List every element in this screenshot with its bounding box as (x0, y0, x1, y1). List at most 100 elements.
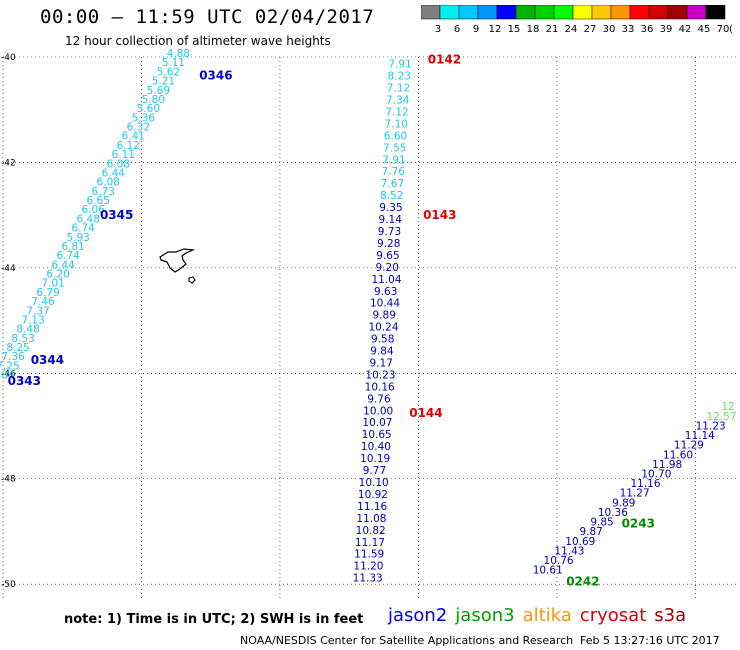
y-tick-label: -42 (1, 158, 16, 168)
swh-value: 11.43 (554, 545, 584, 557)
swh-value: 5.80 (142, 94, 165, 106)
swh-value: 7.76 (382, 166, 406, 178)
swh-value: 6.74 (71, 223, 95, 235)
swh-value: 11.17 (355, 537, 385, 549)
colorbar-label: 27 (584, 24, 597, 35)
swh-value: 9.65 (376, 250, 399, 262)
swh-value: 9.63 (374, 286, 397, 298)
swh-value: 10.65 (362, 429, 392, 441)
swh-value: 9.28 (377, 238, 400, 250)
swh-value: 8.23 (388, 71, 411, 83)
time-label: 0243 (622, 517, 655, 531)
swh-value: 7.13 (21, 314, 44, 326)
swh-value: 8.52 (380, 190, 403, 202)
legend-altika: altika (522, 605, 572, 626)
swh-value: 9.76 (367, 393, 391, 405)
swh-value: 10.07 (362, 417, 392, 429)
colorbar-label: 30 (603, 24, 616, 35)
swh-value: 7.10 (385, 118, 408, 130)
swh-value: 9.77 (363, 465, 386, 477)
footer-note: note: 1) Time is in UTC; 2) SWH is in fe… (64, 612, 364, 627)
swh-value: 8.48 (16, 324, 39, 336)
swh-value: 9.73 (378, 226, 401, 238)
swh-value: 10.19 (360, 453, 390, 465)
issued-time: Feb 5 13:27:16 UTC 2017 (580, 634, 720, 647)
altimeter-tracks: 4.885.115.625.215.695.805.605.366.326.41… (0, 48, 737, 589)
swh-value: 10.40 (361, 441, 391, 453)
swh-value: 11.04 (371, 274, 401, 286)
swh-value: 10.92 (358, 489, 388, 501)
colorbar-unit: (ft) (729, 24, 733, 35)
swh-value: 6.48 (77, 213, 100, 225)
swh-value: 5.60 (137, 103, 160, 115)
swh-value: 6.41 (122, 131, 145, 143)
swh-value: 9.17 (370, 357, 393, 369)
swh-value: 7.36 (1, 351, 25, 363)
swh-value: 7.37 (26, 305, 49, 317)
swh-value: 11.29 (674, 440, 704, 452)
y-tick-label: -50 (1, 580, 16, 590)
swh-value: 10.70 (641, 469, 671, 481)
swh-value: 10.00 (363, 405, 393, 417)
satellite-legend: jason2 jason3 altika cryosat s3a (388, 605, 694, 626)
colorbar-label: 6 (454, 24, 460, 35)
swh-value: 10.10 (359, 477, 389, 489)
swh-value: 7.12 (387, 83, 410, 95)
swh-value: 6.08 (107, 158, 130, 170)
colorbar-swatch (705, 5, 726, 20)
swh-value: 11.08 (356, 513, 386, 525)
legend-jason3: jason3 (455, 605, 515, 626)
swh-value: 5.36 (132, 112, 156, 124)
colorbar-label: 45 (698, 24, 711, 35)
swh-value: 8.53 (11, 333, 34, 345)
y-tick-label: -44 (1, 264, 16, 274)
swh-value: 7.01 (41, 278, 64, 290)
time-label: 0143 (423, 208, 456, 222)
swh-value: 11.59 (354, 549, 384, 561)
colorbar-label: 36 (641, 24, 654, 35)
swh-value: 9.20 (376, 262, 399, 274)
colorbar-label: 15 (508, 24, 521, 35)
colorbar-label: 18 (527, 24, 540, 35)
swh-value: 6.65 (87, 195, 110, 207)
swh-value: 10.16 (365, 381, 395, 393)
swh-value: 9.35 (379, 202, 402, 214)
swh-value: 8.25 (6, 342, 29, 354)
swh-value: 6.44 (102, 167, 126, 179)
swh-value: 6.74 (56, 250, 80, 262)
swh-value: 11.98 (652, 459, 682, 471)
colorbar-label: 33 (622, 24, 635, 35)
time-label: 0346 (199, 68, 232, 82)
swh-value: 10.76 (544, 555, 574, 567)
axis-tick-labels: -180-177-174-171-168-16-40-42-44-46-48-5… (1, 53, 16, 590)
swh-value: 7.34 (386, 94, 410, 106)
y-tick-label: -46 (1, 369, 16, 379)
y-tick-label: -40 (1, 53, 16, 63)
time-label: 0345 (100, 208, 133, 222)
map-grid (2, 56, 737, 600)
swh-value: 11.14 (685, 430, 715, 442)
legend-cryosat: cryosat (579, 605, 647, 626)
time-label: 0144 (409, 406, 442, 420)
colorbar-label: 39 (660, 24, 673, 35)
swh-value: 5.21 (152, 76, 175, 88)
swh-value: 5.62 (157, 66, 180, 78)
time-label: 0242 (566, 575, 599, 589)
swh-value: 5.93 (66, 232, 89, 244)
swh-value: 11.27 (620, 488, 650, 500)
swh-value: 9.85 (590, 517, 613, 529)
page-title: 00:00 — 11:59 UTC 02/04/2017 (40, 6, 375, 28)
swh-value: 7.91 (388, 59, 411, 71)
swh-value: 6.44 (51, 259, 75, 271)
time-label: 0343 (8, 374, 41, 388)
swh-value: 10.61 (533, 565, 563, 577)
swh-value: 6.06 (82, 204, 106, 216)
swh-value: 7.91 (382, 154, 405, 166)
swh-value: 5.69 (147, 85, 170, 97)
legend-jason2: jason2 (388, 605, 448, 626)
swh-value: 6.08 (97, 177, 120, 189)
swh-value: 6.84 (0, 370, 15, 382)
y-tick-label: -48 (1, 475, 16, 485)
swh-value: 12 (721, 401, 734, 413)
colorbar-label: 12 (489, 24, 502, 35)
